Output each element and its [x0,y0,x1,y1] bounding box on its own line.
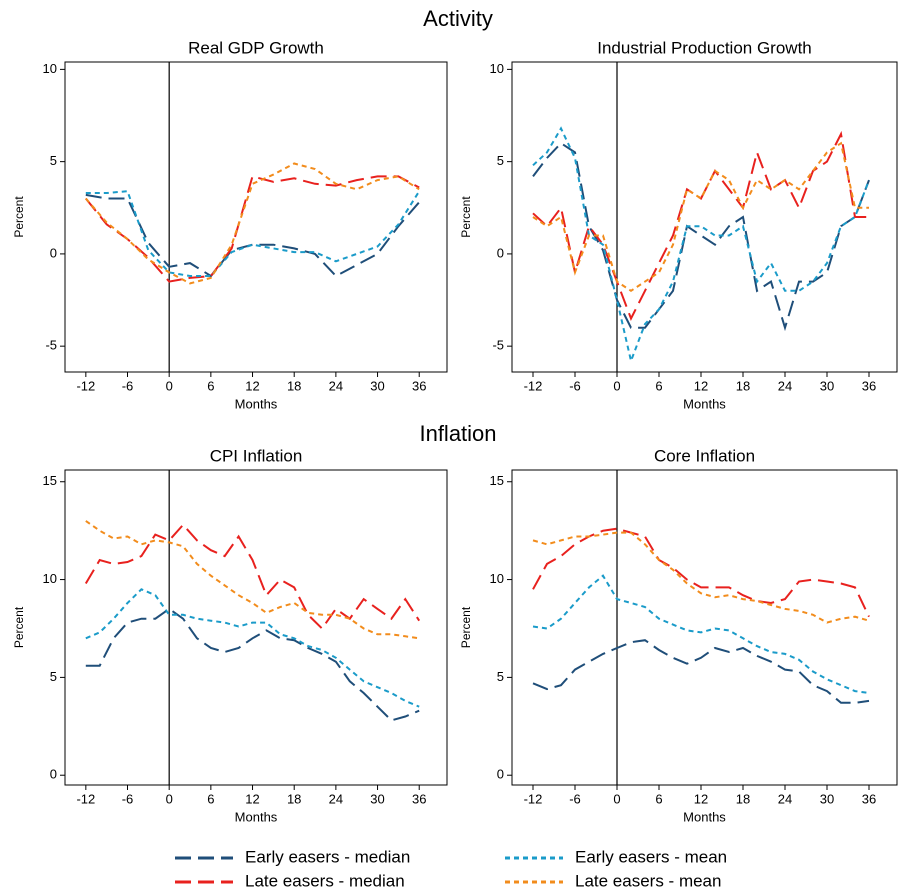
section-title: Activity [423,6,493,31]
series-line [532,141,869,292]
series-line [84,523,421,631]
y-tick-label: 10 [490,61,504,76]
y-tick-label: 0 [50,245,57,260]
legend-label: Early easers - median [245,847,410,866]
x-tick-label: 12 [694,791,708,806]
x-tick-label: 6 [207,378,214,393]
panel-title: CPI Inflation [210,446,303,465]
x-tick-label: -12 [524,378,543,393]
x-tick-label: 30 [370,378,384,393]
series-line [532,639,870,704]
y-tick-label: 10 [43,571,57,586]
y-tick-label: 15 [43,473,57,488]
y-axis-label: Percent [12,196,26,238]
x-tick-label: 6 [655,378,662,393]
x-tick-label: 6 [655,791,662,806]
x-tick-label: 18 [736,791,750,806]
section-title: Inflation [419,421,496,446]
x-tick-label: -12 [524,791,543,806]
series-line [532,130,869,321]
y-tick-label: 5 [497,153,504,168]
series-line [532,531,870,624]
plot-frame [511,61,898,373]
legend-label: Late easers - median [245,871,405,890]
x-tick-label: -12 [76,791,95,806]
x-tick-label: 30 [820,378,834,393]
y-tick-label: 10 [43,61,57,76]
series-line [85,520,420,640]
x-axis-label: Months [683,396,726,411]
panel-title: Industrial Production Growth [597,38,812,57]
x-tick-label: 12 [245,791,259,806]
x-tick-label: -6 [122,791,134,806]
x-tick-label: 0 [613,378,620,393]
series-line [85,193,420,278]
y-axis-label: Percent [459,196,473,238]
series-line [85,607,420,722]
x-tick-label: 36 [862,791,876,806]
x-tick-label: -6 [569,791,581,806]
x-tick-label: 12 [245,378,259,393]
legend-label: Late easers - mean [575,871,721,890]
y-tick-label: 10 [490,571,504,586]
legend-label: Early easers - mean [575,847,727,866]
series-line [85,190,421,277]
x-tick-label: 0 [166,791,173,806]
y-tick-label: 5 [50,153,57,168]
x-tick-label: 30 [370,791,384,806]
plot-frame [511,469,898,786]
x-tick-label: 6 [207,791,214,806]
y-tick-label: 15 [490,473,504,488]
y-tick-label: 0 [497,245,504,260]
plot-frame [64,469,448,786]
x-axis-label: Months [683,809,726,824]
x-tick-label: 0 [166,378,173,393]
series-line [532,527,870,618]
x-tick-label: -12 [76,378,95,393]
x-tick-label: 12 [694,378,708,393]
panel-title: Real GDP Growth [188,38,324,57]
y-tick-label: 0 [50,767,57,782]
y-tick-label: -5 [45,338,57,353]
series-line [85,162,420,285]
x-tick-label: 36 [862,378,876,393]
series-line [85,175,420,283]
x-tick-label: 36 [412,378,426,393]
x-tick-label: 0 [613,791,620,806]
y-tick-label: -5 [492,338,504,353]
y-tick-label: 5 [497,669,504,684]
x-tick-label: -6 [569,378,581,393]
y-axis-label: Percent [459,606,473,648]
series-line [532,574,870,694]
series-line [532,141,870,332]
x-axis-label: Months [235,396,278,411]
y-tick-label: 0 [497,767,504,782]
x-tick-label: 24 [778,791,792,806]
series-line [85,588,420,708]
x-tick-label: 18 [287,791,301,806]
x-tick-label: 36 [412,791,426,806]
y-tick-label: 5 [50,669,57,684]
x-tick-label: 24 [778,378,792,393]
plot-frame [64,61,448,373]
x-tick-label: 18 [736,378,750,393]
y-axis-label: Percent [12,606,26,648]
x-tick-label: 24 [329,378,343,393]
x-tick-label: 24 [329,791,343,806]
x-tick-label: 30 [820,791,834,806]
x-tick-label: -6 [122,378,134,393]
x-tick-label: 18 [287,378,301,393]
x-axis-label: Months [235,809,278,824]
panel-title: Core Inflation [654,446,755,465]
